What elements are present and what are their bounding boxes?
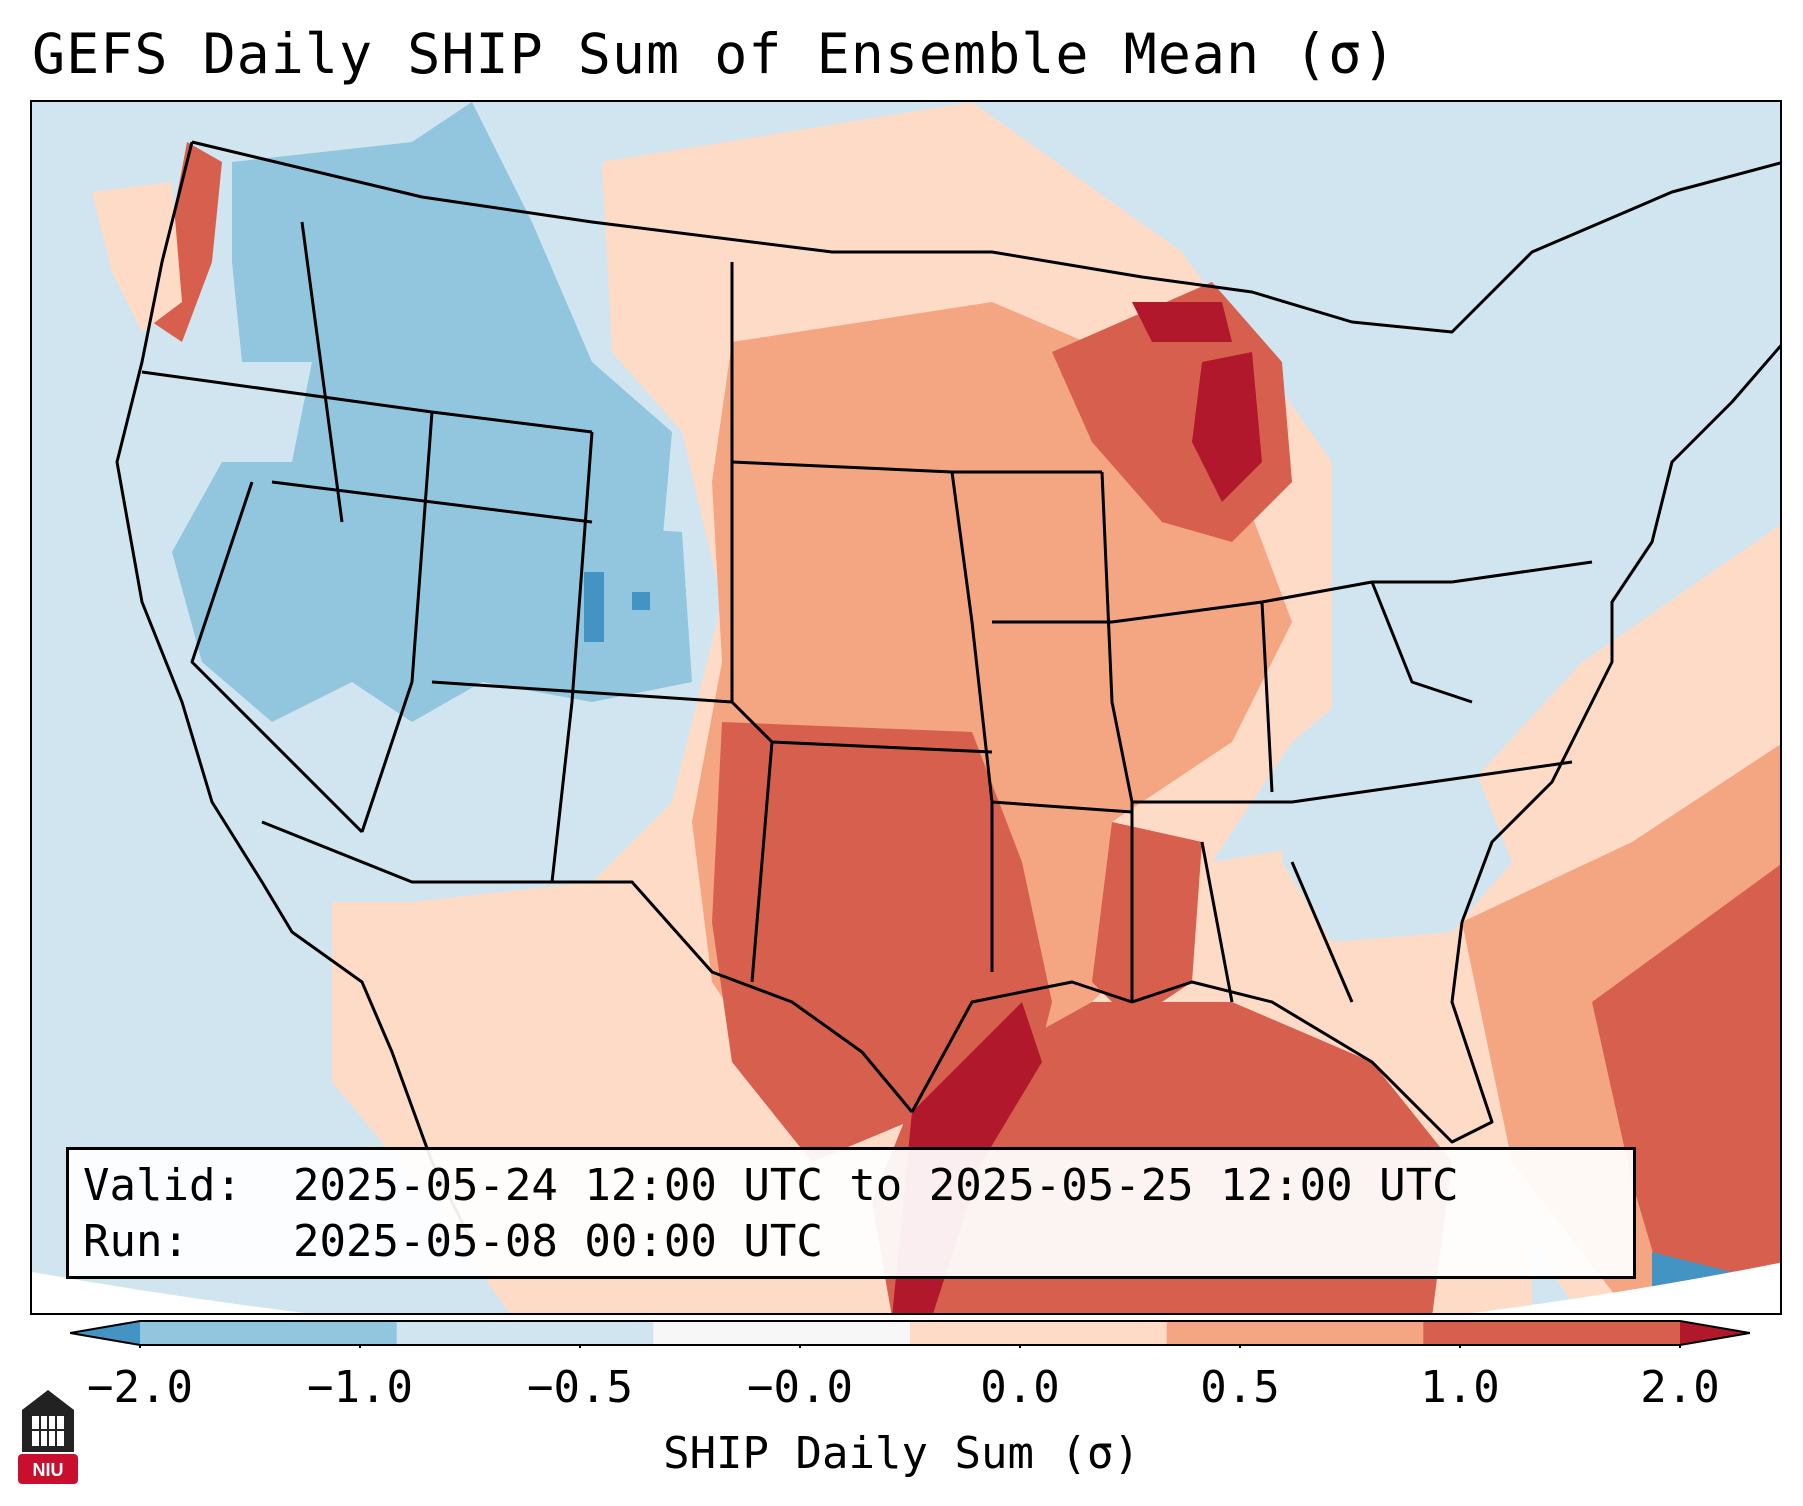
map-canvas xyxy=(32,102,1780,1313)
niu-logo: NIU xyxy=(18,1390,78,1484)
canada-border-line xyxy=(191,140,1780,334)
map-title: GEFS Daily SHIP Sum of Ensemble Mean (σ) xyxy=(32,22,1397,86)
colorado-dark-blue-cell xyxy=(584,572,604,642)
colorbar-tick-label: 1.0 xyxy=(1420,1362,1500,1413)
colorbar-segment xyxy=(1423,1321,1681,1345)
colorbar-segment xyxy=(140,1321,398,1345)
colorbar-tick-label: −0.0 xyxy=(747,1362,853,1413)
colorado-dark-blue-cell-2 xyxy=(632,592,650,610)
colorbar-tick-label: 0.5 xyxy=(1200,1362,1280,1413)
run-label: Run: xyxy=(83,1216,189,1267)
atlantic-coast-line xyxy=(1460,344,1780,923)
southern-plains-red xyxy=(712,722,1052,1162)
lake-superior-dark-red xyxy=(1132,302,1232,342)
colorbar-extend-high xyxy=(1680,1321,1750,1345)
gulf-coast-line xyxy=(910,921,1494,1144)
colorbar-segments xyxy=(70,1320,1750,1348)
atlantic-red-plume xyxy=(1592,864,1780,1313)
colorbar-extend-low xyxy=(70,1321,140,1345)
outside-domain-corner xyxy=(32,1262,1780,1313)
colorado-blue-core xyxy=(522,522,692,702)
niu-logo-badge xyxy=(18,1454,78,1484)
colorbar-segment xyxy=(1166,1321,1424,1345)
west-coast-line xyxy=(115,141,474,1243)
mississippi-valley-red xyxy=(1092,822,1202,1022)
colorbar-label: SHIP Daily Sum (σ) xyxy=(663,1428,1140,1479)
map-panel xyxy=(30,100,1782,1315)
svg-text:NIU: NIU xyxy=(33,1460,64,1480)
colorbar-segment xyxy=(653,1321,911,1345)
state-lines-central xyxy=(730,262,1134,1002)
northeast-near-neutral xyxy=(1212,106,1780,862)
pacific-coast-light-strip xyxy=(92,182,182,332)
valid-label: Valid: xyxy=(83,1160,242,1211)
colorbar-segment xyxy=(396,1321,654,1345)
colorbar-segment xyxy=(910,1321,1168,1345)
southeast-near-neutral xyxy=(1282,762,1512,942)
mexico-border-line xyxy=(261,820,914,1113)
colorbar-tick-label: 0.0 xyxy=(980,1362,1060,1413)
colorbar-tick-label: −1.0 xyxy=(307,1362,413,1413)
boundary-lines xyxy=(115,140,1780,1243)
colorbar-tick-label: −2.0 xyxy=(87,1362,193,1413)
run-value: 2025-05-08 00:00 UTC xyxy=(293,1216,823,1267)
state-lines-east xyxy=(1111,560,1593,1003)
lake-michigan-dark-red xyxy=(1192,352,1262,502)
valid-value: 2025-05-24 12:00 UTC to 2025-05-25 12:00… xyxy=(293,1160,1459,1211)
colorbar-tick-label: −0.5 xyxy=(527,1362,633,1413)
valid-run-info-box: Valid: 2025-05-24 12:00 UTC to 2025-05-25… xyxy=(66,1147,1636,1279)
colorbar xyxy=(70,1320,1750,1348)
colorbar-tick-label: 2.0 xyxy=(1640,1362,1720,1413)
